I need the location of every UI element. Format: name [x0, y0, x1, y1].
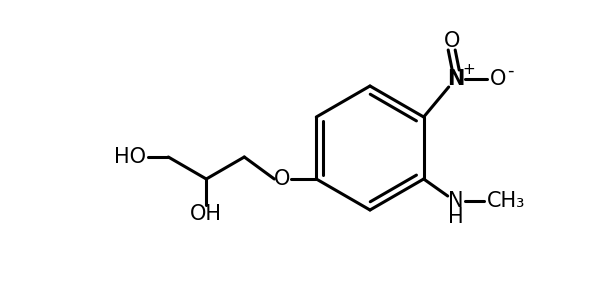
Text: O: O — [490, 69, 506, 89]
Text: OH: OH — [190, 204, 223, 224]
Text: O: O — [443, 31, 460, 51]
Text: N: N — [447, 69, 464, 89]
Text: N: N — [448, 191, 464, 211]
Text: -: - — [507, 62, 514, 80]
Text: O: O — [274, 169, 291, 189]
Text: H: H — [448, 207, 464, 227]
Text: +: + — [462, 62, 475, 76]
Text: CH₃: CH₃ — [487, 191, 525, 211]
Text: HO: HO — [114, 147, 146, 167]
